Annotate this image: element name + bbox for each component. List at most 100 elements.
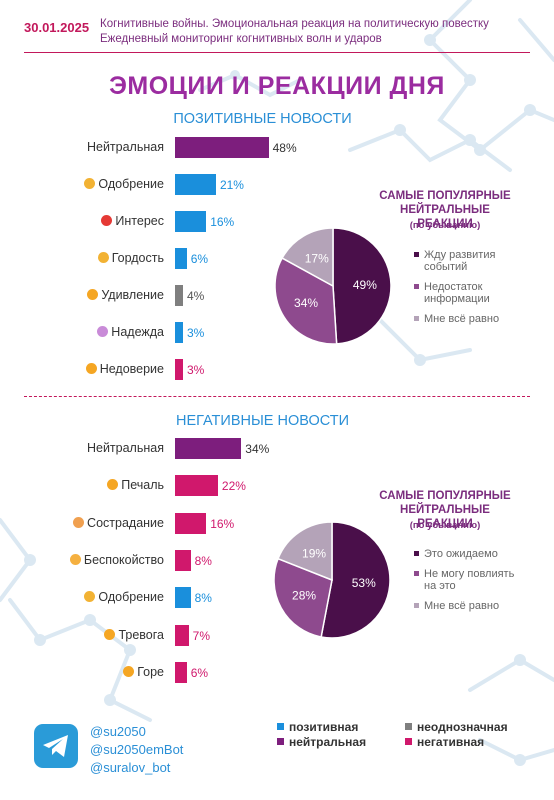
pie-legend-text: Жду развития (424, 249, 496, 261)
pie-slice (320, 521, 391, 639)
pie-slice (273, 557, 333, 638)
pie-slice (281, 227, 334, 288)
negative-news-title: НЕГАТИВНЫЕ НОВОСТИ (175, 413, 349, 429)
pie-legend-text: событий (424, 261, 468, 273)
bar (175, 661, 187, 683)
page-title: ЭМОЦИИ И РЕАКЦИИ ДНЯ (109, 72, 445, 100)
pie-legend-item: Мне всё равно (414, 313, 539, 325)
exclamation-question-icon (101, 215, 113, 226)
bot-handle-link[interactable]: @su2050emBot (90, 742, 184, 757)
negative-neutral-reactions-pie: 53% 28% 19% (273, 521, 391, 639)
pie-legend-text: Мне всё равно (424, 600, 500, 612)
bar (175, 248, 187, 269)
bar-category-text: Гордость (111, 251, 164, 265)
bar-category-label: Нейтральная (24, 441, 164, 455)
pie-value-label: 19% (302, 547, 326, 561)
worried-face-icon (69, 553, 81, 565)
legend-positive: позитивная (277, 720, 358, 734)
bar-value-label: 8% (194, 591, 212, 606)
positive-pie-title: САМЫЕ ПОПУЛЯРНЫЕ НЕЙТРАЛЬНЫЕ РЕАКЦИИ (375, 189, 515, 231)
pie-legend-text: Не могу повлиять (424, 568, 515, 580)
report-date: 30.01.2025 (24, 20, 90, 35)
telegram-icon[interactable] (34, 724, 78, 768)
pie-legend-text: на это (424, 580, 456, 592)
bar-value-label: 4% (187, 289, 205, 303)
pie-legend-swatch (414, 551, 419, 556)
bar-category-text: Горе (137, 664, 164, 679)
positive-pie-title-line1: САМЫЕ ПОПУЛЯРНЫЕ (379, 190, 511, 202)
legend-negative: негативная (405, 735, 484, 749)
bar-value-label: 6% (190, 252, 209, 266)
bar (175, 285, 183, 306)
bar-category-label: Тревога (24, 628, 164, 642)
negative-pie-subtitle: (по убыванию) (409, 520, 481, 531)
legend-neutral-swatch (277, 738, 284, 745)
legend-negative-swatch (405, 738, 412, 745)
surprised-face-icon (87, 289, 99, 300)
pie-legend-swatch (414, 603, 419, 608)
skeptical-face-icon (85, 363, 97, 374)
bar-category-text: Одобрение (98, 590, 164, 605)
bar-value-label: 34% (245, 442, 270, 456)
legend-neutral-label: нейтральная (289, 735, 367, 749)
medal-icon (97, 252, 109, 263)
bar-value-label: 16% (210, 215, 235, 229)
bar-category-label: Сострадание (24, 516, 164, 530)
suralov-bot-handle-link[interactable]: @suralov_bot (90, 760, 171, 775)
positive-pie-title-line2: НЕЙТРАЛЬНЫЕ РЕАКЦИИ (400, 204, 490, 230)
header-divider (24, 52, 530, 53)
legend-positive-label: позитивная (289, 720, 359, 734)
bar-category-label: Одобрение (24, 177, 164, 191)
bar (175, 322, 183, 343)
thumbs-up-icon (84, 591, 96, 603)
crying-face-icon (123, 665, 135, 677)
legend-positive-swatch (277, 723, 284, 730)
legend-ambiguous: неоднозначная (405, 720, 508, 734)
legend-neutral: нейтральная (277, 735, 366, 749)
bar-category-label: Печаль (24, 478, 164, 492)
bar-category-text: Недоверие (99, 362, 164, 376)
bar-category-text: Нейтральная (86, 140, 164, 154)
bar-category-label: Одобрение (24, 590, 164, 604)
bar-value-label: 21% (219, 178, 244, 192)
compassion-face-icon (73, 516, 85, 528)
bar-category-label: Недоверие (24, 362, 164, 376)
pie-legend-swatch (414, 316, 419, 321)
pie-legend-item: Это ожидаемо (414, 548, 539, 560)
channel-handle-link[interactable]: @su2050 (90, 724, 146, 739)
negative-pie-title: САМЫЕ ПОПУЛЯРНЫЕ НЕЙТРАЛЬНЫЕ РЕАКЦИИ (375, 489, 515, 531)
pie-legend-text: Мне всё равно (424, 313, 500, 325)
positive-pie-subtitle: (по убыванию) (409, 220, 481, 231)
bar-category-text: Тревога (118, 627, 164, 642)
bar-value-label: 3% (187, 363, 205, 377)
bar (175, 359, 183, 380)
bar-value-label: 3% (187, 326, 205, 340)
bar-category-label: Беспокойство (24, 553, 164, 567)
bar (175, 549, 191, 571)
bar-category-label: Горе (24, 665, 164, 679)
bar-category-label: Нейтральная (24, 140, 164, 154)
bar-value-label: 8% (194, 553, 212, 568)
pie-legend-item: Не могу повлиять на это (414, 568, 539, 592)
bar (175, 174, 216, 195)
bar-category-text: Печаль (121, 478, 164, 493)
pie-value-label: 34% (294, 296, 318, 310)
bar-category-text: Сострадание (87, 515, 164, 530)
bar-value-label: 7% (192, 628, 210, 643)
pie-legend-item: Недостаток информации (414, 281, 539, 305)
legend-ambiguous-swatch (405, 723, 412, 730)
negative-pie-title-line1: САМЫЕ ПОПУЛЯРНЫЕ (379, 490, 511, 502)
thumbs-up-icon (84, 178, 96, 189)
pie-legend-swatch (414, 252, 419, 257)
bar-category-label: Удивление (24, 288, 164, 302)
bar-value-label: 16% (210, 516, 235, 531)
positive-news-title: ПОЗИТИВНЫЕ НОВОСТИ (173, 111, 352, 127)
pie-legend-item: Мне всё равно (414, 600, 539, 612)
bar-category-text: Беспокойство (83, 552, 164, 567)
pie-value-label: 28% (292, 588, 316, 602)
bar-category-text: Одобрение (98, 177, 164, 191)
pie-slice (332, 227, 392, 345)
pie-value-label: 17% (305, 252, 329, 266)
bar-category-text: Интерес (115, 214, 164, 228)
pie-legend-swatch (414, 571, 419, 576)
